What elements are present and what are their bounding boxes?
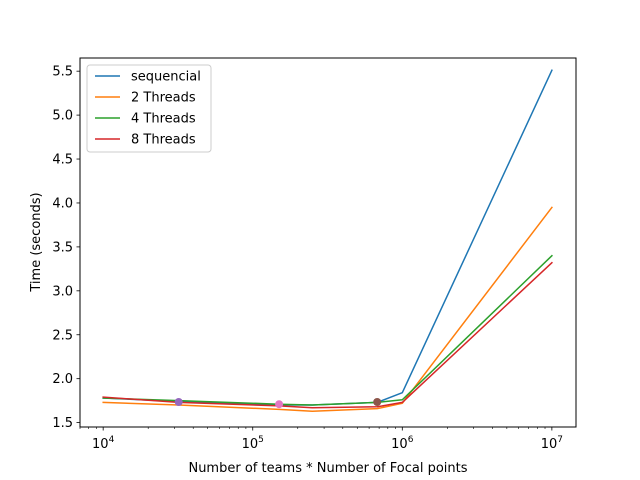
legend-label-3: 8 Threads	[131, 133, 196, 148]
data-marker-0	[174, 398, 183, 406]
y-axis-ticks: 1.5 2.0 2.5 3.0 3.5 4.0 4.5 5.0 5.5	[52, 65, 80, 431]
legend-label-1: 2 Threads	[131, 91, 196, 106]
marker-layer	[174, 398, 382, 409]
legend-box	[86, 64, 212, 153]
data-marker-2	[373, 398, 382, 406]
y-tick-label: 1.5	[52, 416, 73, 431]
data-marker-1	[275, 400, 284, 409]
x-axis-title: Number of teams * Number of Focal points	[188, 461, 467, 476]
legend-label-2: 4 Threads	[131, 112, 196, 127]
y-tick-label: 5.0	[52, 109, 73, 124]
y-tick-label: 3.0	[52, 284, 73, 299]
y-tick-label: 2.0	[52, 372, 73, 387]
y-axis-title: Time (seconds)	[29, 192, 44, 292]
legend-label-0: sequencial	[131, 70, 201, 85]
y-tick-label: 4.0	[52, 196, 73, 211]
y-tick-label: 3.5	[52, 240, 73, 255]
plot-frame	[79, 57, 577, 428]
y-tick-label: 5.5	[52, 65, 73, 80]
y-tick-label: 2.5	[52, 328, 73, 343]
y-tick-label: 4.5	[52, 153, 73, 168]
legend: sequencial 2 Threads 4 Threads 8 Threads	[86, 64, 212, 153]
